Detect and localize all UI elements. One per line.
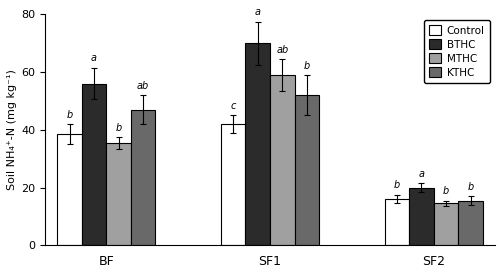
Bar [270, 75, 294, 245]
Bar [57, 134, 82, 245]
Text: a: a [91, 53, 97, 64]
Text: c: c [230, 101, 235, 111]
Bar [131, 110, 155, 245]
Text: b: b [466, 182, 472, 192]
Legend: Control, BTHC, MTHC, KTHC: Control, BTHC, MTHC, KTHC [423, 20, 489, 83]
Y-axis label: Soil NH₄⁺-N (mg kg⁻¹): Soil NH₄⁺-N (mg kg⁻¹) [7, 69, 17, 190]
Bar [106, 143, 131, 245]
Bar [220, 124, 245, 245]
Bar [457, 200, 482, 245]
Bar [294, 95, 319, 245]
Text: ab: ab [276, 45, 288, 55]
Text: b: b [66, 110, 73, 120]
Text: b: b [303, 60, 309, 71]
Bar [433, 204, 457, 245]
Text: ab: ab [137, 81, 149, 91]
Text: b: b [393, 180, 399, 191]
Text: a: a [254, 7, 260, 17]
Text: a: a [417, 169, 423, 179]
Bar [408, 188, 433, 245]
Bar [245, 43, 270, 245]
Bar [384, 199, 408, 245]
Text: b: b [442, 186, 448, 196]
Text: b: b [115, 123, 122, 133]
Bar [82, 84, 106, 245]
